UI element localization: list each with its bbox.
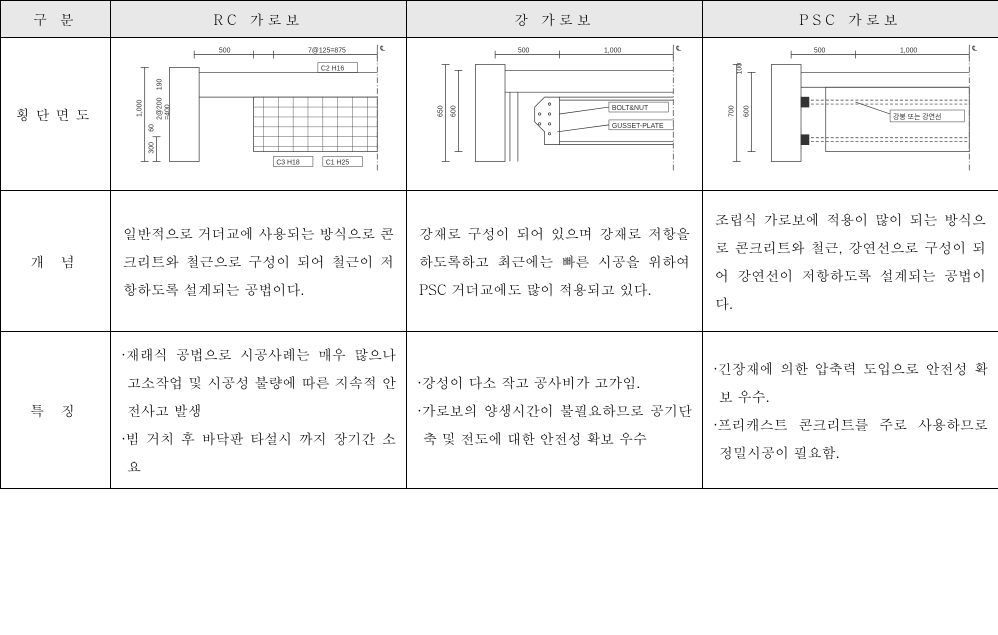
header-psc: PSC 가로보 [703, 1, 998, 38]
feature-item: ·프리캐스트 콘크리트를 주로 사용하므로 정밀시공이 필요함. [713, 410, 988, 466]
concept-rc: 일반적으로 거더교에 사용되는 방식으로 콘크리트와 철근으로 구성이 되어 철… [111, 191, 407, 332]
row-features: 특 징 [1, 332, 111, 489]
svg-text:1,000: 1,000 [900, 48, 917, 55]
concept-steel: 강재로 구성이 되어 있으며 강재로 저항을 하도록하고 최근에는 빠른 시공을… [407, 191, 703, 332]
feature-item: ·강성이 다소 작고 공사비가 고가임. [417, 368, 692, 396]
svg-text:1,000: 1,000 [137, 100, 144, 117]
svg-text:190: 190 [157, 79, 164, 91]
header-rc: RC 가로보 [111, 1, 407, 38]
svg-text:=400: =400 [164, 104, 171, 120]
svg-text:1,000: 1,000 [604, 48, 621, 55]
svg-text:500: 500 [518, 48, 530, 55]
svg-text:C2 H16: C2 H16 [321, 65, 345, 72]
svg-text:600: 600 [744, 105, 751, 117]
svg-text:℄: ℄ [675, 46, 681, 53]
svg-text:GUSSET-PLATE: GUSSET-PLATE [612, 123, 664, 130]
svg-text:강봉 또는 강연선: 강봉 또는 강연선 [893, 112, 941, 121]
diagram-steel: 500 1,000 [407, 38, 703, 191]
svg-text:700: 700 [729, 105, 736, 117]
svg-text:600: 600 [451, 105, 458, 117]
svg-text:100: 100 [737, 63, 744, 75]
feature-item: ·재래식 공법으로 시공사례는 매우 많으나 고소작업 및 시공성 불량에 따른… [121, 340, 396, 424]
features-rc: ·재래식 공법으로 시공사례는 매우 많으나 고소작업 및 시공성 불량에 따른… [111, 332, 407, 489]
svg-text:7@125=875: 7@125=875 [308, 48, 346, 55]
svg-text:650: 650 [438, 105, 445, 117]
row-section: 횡단면도 [1, 38, 111, 191]
feature-item: ·긴장재에 의한 압축력 도입으로 안전성 확보 우수. [713, 354, 988, 410]
svg-text:C1 H25: C1 H25 [326, 159, 350, 166]
features-psc: ·긴장재에 의한 압축력 도입으로 안전성 확보 우수. ·프리캐스트 콘크리트… [703, 332, 998, 489]
svg-text:C3 H18: C3 H18 [276, 159, 300, 166]
diagram-rc: 500 7@125=875 [111, 38, 407, 191]
svg-text:300: 300 [149, 142, 156, 154]
row-concept: 개 념 [1, 191, 111, 332]
svg-text:500: 500 [219, 48, 231, 55]
svg-text:℄: ℄ [379, 46, 385, 53]
svg-text:BOLT&NUT: BOLT&NUT [612, 105, 649, 112]
feature-item: ·빔 거치 후 바닥판 타설시 까지 장기간 소요 [121, 424, 396, 480]
header-category: 구 분 [1, 1, 111, 38]
header-steel: 강 가로보 [407, 1, 703, 38]
diagram-psc: 500 1,000 100 [703, 38, 998, 191]
svg-text:500: 500 [814, 48, 826, 55]
feature-item: ·가로보의 양생시간이 불필요하므로 공기단축 및 전도에 대한 안전성 확보 … [417, 396, 692, 452]
concept-psc: 조립식 가로보에 적용이 많이 되는 방식으로 콘크리트와 철근, 강연선으로 … [703, 191, 998, 332]
svg-text:℄: ℄ [971, 46, 977, 53]
features-steel: ·강성이 다소 작고 공사비가 고가임. ·가로보의 양생시간이 불필요하므로 … [407, 332, 703, 489]
svg-text:2@200: 2@200 [157, 97, 164, 120]
svg-text:60: 60 [149, 124, 156, 132]
